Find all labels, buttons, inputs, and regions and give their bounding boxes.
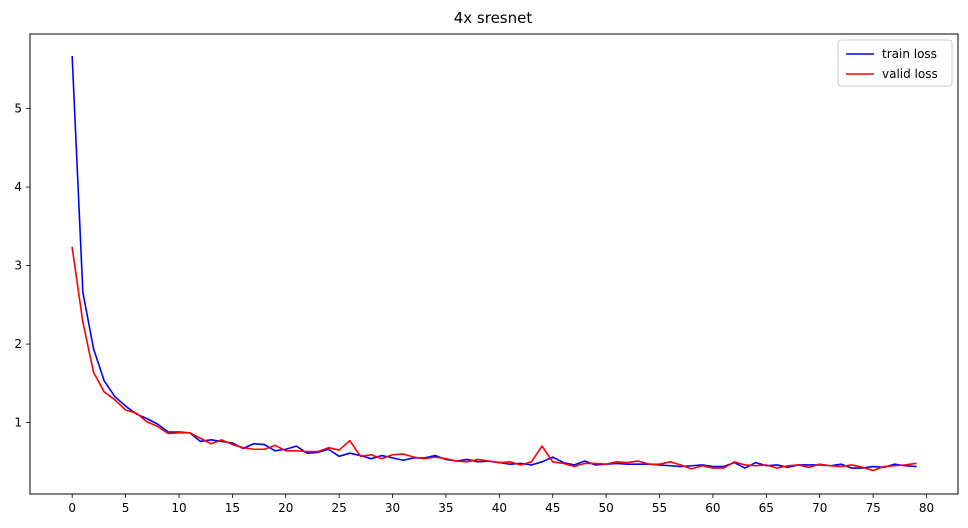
x-tick-label: 0 bbox=[68, 501, 76, 515]
x-tick-label: 20 bbox=[278, 501, 293, 515]
series-line-valid-loss bbox=[71, 246, 917, 472]
y-tick-label: 3 bbox=[14, 259, 22, 273]
x-tick-label: 65 bbox=[759, 501, 774, 515]
x-tick-label: 80 bbox=[919, 501, 934, 515]
legend-label: valid loss bbox=[882, 67, 938, 81]
y-tick-label: 4 bbox=[14, 180, 22, 194]
chart-title: 4x sresnet bbox=[454, 9, 533, 27]
plot-area bbox=[29, 33, 959, 495]
x-tick-label: 10 bbox=[171, 501, 186, 515]
x-tick-label: 55 bbox=[652, 501, 667, 515]
x-tick-label: 40 bbox=[492, 501, 507, 515]
x-tick-label: 60 bbox=[705, 501, 720, 515]
x-tick-label: 35 bbox=[438, 501, 453, 515]
x-tick-label: 15 bbox=[225, 501, 240, 515]
y-tick-label: 2 bbox=[14, 337, 22, 351]
axes-frame bbox=[29, 33, 959, 495]
x-tick-label: 75 bbox=[865, 501, 880, 515]
x-tick-label: 70 bbox=[812, 501, 827, 515]
x-axis: 0 5 10 15 20 25 30 35 40 45 50 55 60 65 70 75 80 bbox=[68, 494, 934, 515]
x-tick-label: 5 bbox=[122, 501, 130, 515]
x-tick-label: 25 bbox=[332, 501, 347, 515]
y-tick-label: 1 bbox=[14, 416, 22, 430]
legend-label: train loss bbox=[882, 47, 937, 61]
x-tick-label: 45 bbox=[545, 501, 560, 515]
y-tick-label: 5 bbox=[14, 102, 22, 116]
legend: train loss valid loss bbox=[837, 39, 953, 87]
x-tick-label: 30 bbox=[385, 501, 400, 515]
series-layer bbox=[71, 55, 917, 472]
x-tick-label: 50 bbox=[598, 501, 613, 515]
y-axis: 1 2 3 4 5 bbox=[14, 102, 30, 430]
